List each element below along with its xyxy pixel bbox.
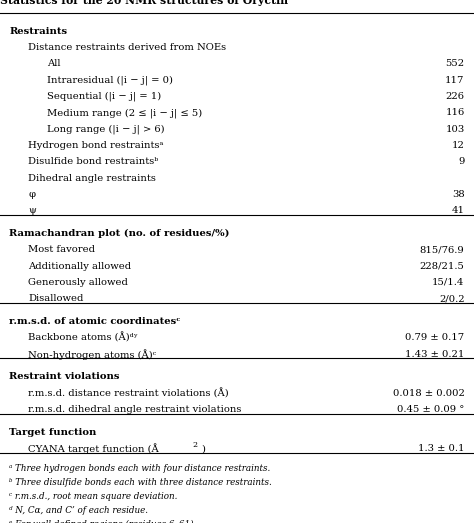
- Text: Intraresidual (|i − j| = 0): Intraresidual (|i − j| = 0): [47, 75, 173, 85]
- Text: φ: φ: [28, 190, 36, 199]
- Text: Disallowed: Disallowed: [28, 294, 84, 303]
- Text: CYANA target function (Å: CYANA target function (Å: [28, 443, 159, 454]
- Text: ᵃ Three hydrogen bonds each with four distance restraints.: ᵃ Three hydrogen bonds each with four di…: [9, 464, 271, 473]
- Text: ψ: ψ: [28, 206, 36, 215]
- Text: Restraints: Restraints: [9, 27, 68, 36]
- Text: 552: 552: [446, 60, 465, 69]
- Text: ᵈ N, Cα, and C’ of each residue.: ᵈ N, Cα, and C’ of each residue.: [9, 506, 148, 515]
- Text: Disulfide bond restraintsᵇ: Disulfide bond restraintsᵇ: [28, 157, 159, 166]
- Text: Generously allowed: Generously allowed: [28, 278, 128, 287]
- Text: 38: 38: [452, 190, 465, 199]
- Text: Distance restraints derived from NOEs: Distance restraints derived from NOEs: [28, 43, 227, 52]
- Text: Most favored: Most favored: [28, 245, 95, 254]
- Text: Statistics for the 20 NMR structures of Oryctin: Statistics for the 20 NMR structures of …: [0, 0, 288, 6]
- Text: r.m.s.d. of atomic coordinatesᶜ: r.m.s.d. of atomic coordinatesᶜ: [9, 317, 181, 326]
- Text: 41: 41: [452, 206, 465, 215]
- Text: r.m.s.d. dihedral angle restraint violations: r.m.s.d. dihedral angle restraint violat…: [28, 405, 242, 414]
- Text: Backbone atoms (Å)ᵈʸ: Backbone atoms (Å)ᵈʸ: [28, 333, 138, 343]
- Text: 15/1.4: 15/1.4: [432, 278, 465, 287]
- Text: Hydrogen bond restraintsᵃ: Hydrogen bond restraintsᵃ: [28, 141, 164, 150]
- Text: 116: 116: [445, 108, 465, 117]
- Text: 226: 226: [446, 92, 465, 101]
- Text: Restraint violations: Restraint violations: [9, 372, 120, 381]
- Text: Medium range (2 ≤ |i − j| ≤ 5): Medium range (2 ≤ |i − j| ≤ 5): [47, 108, 203, 118]
- Text: All: All: [47, 60, 61, 69]
- Text: 12: 12: [452, 141, 465, 150]
- Text: Additionally allowed: Additionally allowed: [28, 262, 132, 270]
- Text: 2: 2: [192, 441, 197, 449]
- Text: 2/0.2: 2/0.2: [439, 294, 465, 303]
- Text: 228/21.5: 228/21.5: [419, 262, 465, 270]
- Text: r.m.s.d. distance restraint violations (Å): r.m.s.d. distance restraint violations (…: [28, 388, 229, 399]
- Text: 1.3 ± 0.1: 1.3 ± 0.1: [418, 444, 465, 453]
- Text: Long range (|i − j| > 6): Long range (|i − j| > 6): [47, 124, 165, 134]
- Text: ᵇ Three disulfide bonds each with three distance restraints.: ᵇ Three disulfide bonds each with three …: [9, 478, 272, 487]
- Text: Dihedral angle restraints: Dihedral angle restraints: [28, 174, 156, 183]
- Text: 103: 103: [445, 124, 465, 134]
- Text: 815/76.9: 815/76.9: [420, 245, 465, 254]
- Text: Non-hydrogen atoms (Å)ᶜ: Non-hydrogen atoms (Å)ᶜ: [28, 349, 156, 359]
- Text: ᶜ r.m.s.d., root mean square deviation.: ᶜ r.m.s.d., root mean square deviation.: [9, 492, 178, 501]
- Text: ): ): [201, 444, 205, 453]
- Text: 0.45 ± 0.09 °: 0.45 ± 0.09 °: [397, 405, 465, 414]
- Text: 0.018 ± 0.002: 0.018 ± 0.002: [392, 389, 465, 397]
- Text: ᵉ For well defined regions (residues 6–61).: ᵉ For well defined regions (residues 6–6…: [9, 520, 197, 523]
- Text: Ramachandran plot (no. of residues/%): Ramachandran plot (no. of residues/%): [9, 229, 230, 238]
- Text: Target function: Target function: [9, 428, 97, 437]
- Text: 9: 9: [458, 157, 465, 166]
- Text: Sequential (|i − j| = 1): Sequential (|i − j| = 1): [47, 92, 162, 101]
- Text: 0.79 ± 0.17: 0.79 ± 0.17: [405, 333, 465, 343]
- Text: 117: 117: [445, 76, 465, 85]
- Text: 1.43 ± 0.21: 1.43 ± 0.21: [405, 349, 465, 359]
